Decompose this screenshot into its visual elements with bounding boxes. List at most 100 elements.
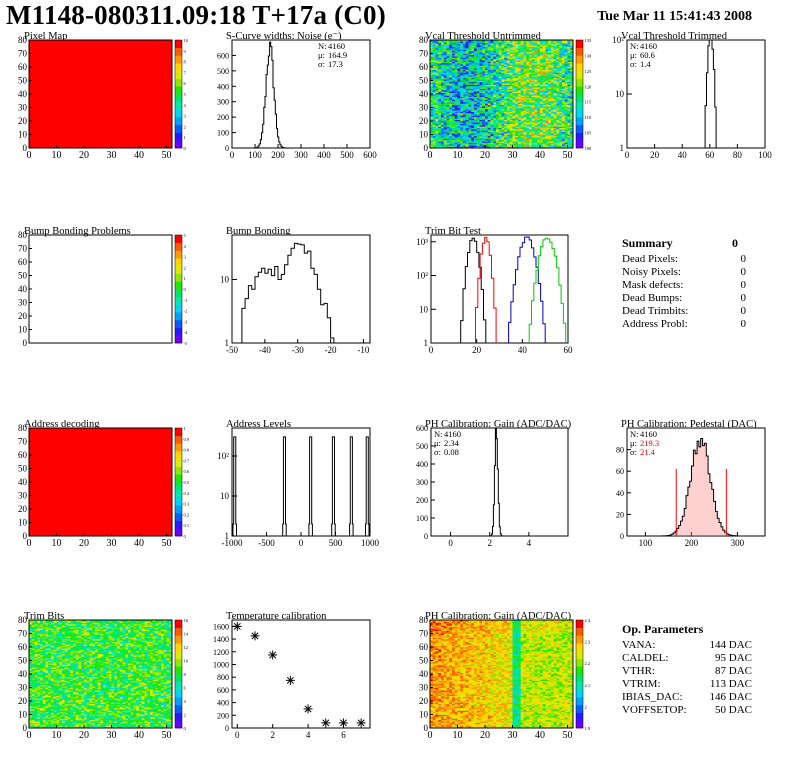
heatmap-cell: [463, 83, 467, 85]
heatmap-cell: [498, 48, 502, 50]
heatmap-cell: [518, 92, 522, 95]
heatmap-cell: [537, 104, 541, 107]
heatmap-cell: [529, 123, 533, 126]
heatmap-cell: [542, 58, 546, 61]
heatmap-cell: [446, 88, 450, 91]
heatmap-cell: [446, 137, 450, 139]
heatmap-cell: [432, 79, 436, 81]
heatmap-cell: [504, 99, 508, 102]
heatmap-cell: [564, 76, 568, 79]
heatmap-cell: [526, 57, 530, 60]
heatmap-cell: [457, 42, 461, 45]
heatmap-cell: [452, 48, 456, 50]
heatmap-cell: [531, 139, 535, 142]
heatmap-cell: [479, 108, 483, 111]
heatmap-cell: [567, 131, 571, 134]
heatmap-cell: [446, 91, 450, 93]
heatmap-cell: [509, 135, 513, 138]
heatmap-cell: [523, 125, 527, 127]
heatmap-cell: [556, 142, 560, 145]
heatmap-cell: [509, 103, 513, 106]
heatmap-cell: [482, 71, 486, 73]
heatmap-cell: [537, 71, 541, 73]
heatmap-cell: [515, 88, 519, 91]
heatmap-cell: [490, 40, 494, 42]
heatmap-cell: [432, 112, 436, 115]
heatmap-cell: [540, 95, 544, 97]
heatmap-cell: [460, 71, 464, 73]
heatmap-cell: [507, 111, 511, 114]
x-tick-label: 50: [162, 538, 172, 549]
heatmap-cell: [474, 61, 478, 64]
heatmap-cell: [564, 94, 568, 96]
heatmap-cell: [474, 104, 478, 107]
y-tick-label: 80: [419, 35, 429, 45]
heatmap-cell: [482, 89, 486, 92]
heatmap-cell: [471, 143, 475, 146]
heatmap-cell: [493, 146, 497, 149]
heatmap-cell: [507, 64, 511, 66]
heatmap-cell: [518, 48, 522, 50]
heatmap-cell: [504, 134, 508, 137]
heatmap-cell: [454, 141, 458, 143]
heatmap-cell: [529, 98, 533, 100]
heatmap-cell: [430, 64, 434, 66]
heatmap-cell: [562, 56, 566, 58]
x-tick-label: 300: [294, 150, 308, 160]
heatmap-cell: [548, 95, 552, 97]
heatmap-cell: [441, 57, 445, 60]
heatmap-cell: [512, 89, 516, 92]
heatmap-cell: [512, 135, 516, 138]
heatmap-cell: [520, 80, 524, 83]
heatmap-cell: [556, 84, 560, 87]
heatmap-cell: [465, 79, 469, 81]
heatmap-cell: [556, 48, 560, 50]
color-bar-tick-label: 4: [184, 103, 187, 108]
heatmap-cell: [520, 146, 524, 149]
heatmap-cell: [540, 52, 544, 54]
heatmap-cell: [452, 102, 456, 104]
heatmap-cell: [537, 75, 541, 77]
heatmap-cell: [465, 115, 469, 118]
heatmap-cell: [523, 77, 527, 80]
heatmap-cell: [487, 65, 491, 68]
heatmap-cell: [559, 61, 563, 64]
heatmap-cell: [435, 57, 439, 60]
heatmap-cell: [468, 110, 472, 112]
heatmap-cell: [542, 129, 546, 131]
heatmap-cell: [509, 139, 513, 142]
heatmap-cell: [463, 131, 467, 134]
x-tick-label: 10: [52, 150, 62, 161]
heatmap-cell: [567, 108, 571, 111]
heatmap-cell: [479, 49, 483, 52]
heatmap-cell: [548, 84, 552, 87]
heatmap-cell: [526, 87, 530, 89]
heatmap-cell: [463, 79, 467, 81]
heatmap-cell: [487, 75, 491, 77]
heatmap-cell: [474, 77, 478, 80]
heatmap-cell: [512, 103, 516, 106]
heatmap-cell: [534, 108, 538, 111]
heatmap-cell: [556, 119, 560, 122]
heatmap-cell: [460, 121, 464, 123]
heatmap-cell: [460, 96, 464, 99]
heatmap-cell: [512, 123, 516, 126]
heatmap-cell: [493, 112, 497, 115]
heatmap-cell: [452, 85, 456, 88]
heatmap-cell: [507, 91, 511, 93]
heatmap-cell: [460, 146, 464, 149]
heatmap-cell: [542, 127, 546, 130]
heatmap-cell: [430, 76, 434, 79]
heatmap-cell: [551, 60, 555, 62]
heatmap-cell: [479, 91, 483, 93]
heatmap-cell: [529, 130, 533, 133]
heatmap-cell: [479, 72, 483, 75]
heatmap-cell: [562, 126, 566, 129]
heatmap-cell: [476, 73, 480, 76]
heatmap-cell: [523, 130, 527, 133]
heatmap-cell: [487, 79, 491, 81]
heatmap-cell: [526, 84, 530, 87]
heatmap-cell: [465, 129, 469, 131]
heatmap-cell: [493, 52, 497, 54]
heatmap-cell: [454, 72, 458, 75]
